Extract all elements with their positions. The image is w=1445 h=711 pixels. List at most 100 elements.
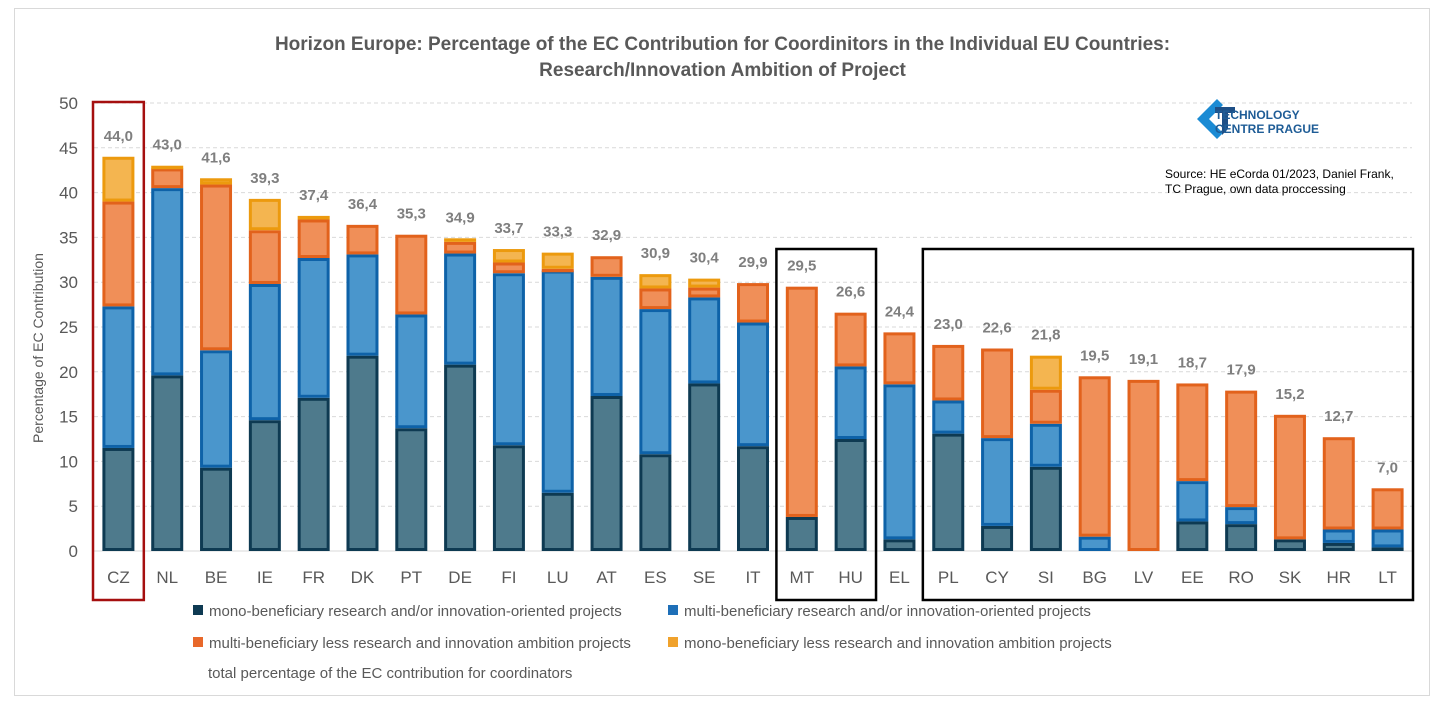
bar-segment-dk-s2 [346,254,379,356]
title-line-2: Research/Innovation Ambition of Project [539,60,906,81]
legend-swatch [668,637,678,647]
y-tick-label: 25 [59,318,78,337]
logo-line-1: TECHNOLOGY [1215,108,1300,122]
legend-swatch [193,637,203,647]
bar-segment-it-s2 [737,322,769,447]
bar-segment-cz-s1 [102,447,135,551]
x-tick-label: RO [1228,568,1254,587]
bar-segment-pt-s3 [395,234,428,315]
bar-segment-hr-s1 [1322,542,1355,551]
x-tick-label: EL [889,568,910,587]
bar-segment-nl-s3 [151,168,184,189]
bar-segment-es-s3 [639,288,672,310]
x-tick-label: FR [302,568,325,587]
bar-segment-sk-s1 [1273,539,1306,551]
x-tick-label: ES [644,568,667,587]
x-tick-label: SE [693,568,716,587]
bar-segment-si-s3 [1029,389,1062,424]
bar-segment-ie-s3 [248,230,281,284]
x-tick-label: PL [938,568,959,587]
bar-segment-mt-s3 [785,286,818,517]
bar-segment-de-s2 [444,253,477,365]
title-line-1: Horizon Europe: Percentage of the EC Con… [274,34,1171,55]
total-label: 21,8 [1031,327,1060,344]
total-label: 35,3 [397,206,426,223]
highlight-box-2 [775,247,878,602]
total-label: 41,6 [201,149,230,166]
bar-segment-ie-s2 [248,283,281,421]
bar-segment-el-s1 [883,539,916,551]
bar-segment-lu-s1 [541,492,574,552]
bar-segment-fr-s4 [297,215,330,220]
bar-segment-fr-s2 [297,258,330,398]
legend-item-multi-research: multi-beneficiary research and/or innova… [668,603,1091,620]
x-tick-label: IE [257,568,273,587]
total-label: 19,5 [1080,347,1109,364]
bar-segment-cz-s3 [102,201,135,307]
bar-segment-es-s4 [639,274,672,289]
bar-segment-cy-s1 [981,525,1014,551]
bar-segment-si-s2 [1029,423,1062,467]
x-tick-label: NL [156,568,178,587]
bar-segment-es-s1 [639,454,672,551]
logo-line-2: CENTRE PRAGUE [1215,122,1320,136]
total-label: 30,4 [690,250,720,267]
x-tick-label: CZ [107,568,130,587]
legend-item-mono-less: mono-beneficiary less research and innov… [668,635,1112,652]
legend-swatch [193,605,203,615]
y-tick-label: 50 [59,94,78,113]
bar-segment-be-s2 [200,350,233,468]
bar-segment-pt-s2 [395,314,428,429]
bar-segment-hu-s3 [834,312,867,367]
bar-segment-dk-s3 [346,224,379,255]
x-tick-label: PT [400,568,422,587]
x-tick-label: MT [790,568,815,587]
legend-swatch [668,605,678,615]
bar-segment-lv-s3 [1127,379,1160,552]
x-tick-label: FI [501,568,516,587]
total-label: 32,9 [592,227,621,244]
bar-segment-fi-s1 [492,445,525,551]
bar-segment-fr-s1 [297,397,330,551]
bar-segment-lt-s3 [1371,488,1404,530]
bar-segment-bg-s2 [1078,536,1111,552]
bar-segment-dk-s1 [346,355,379,551]
total-label: 15,2 [1275,386,1304,403]
bar-segment-hu-s1 [834,439,867,551]
bar-segment-hu-s2 [834,366,867,440]
total-label: 12,7 [1324,408,1353,425]
bar-segment-lt-s1 [1371,547,1404,552]
x-tick-label: BG [1082,568,1107,587]
total-label: 7,0 [1377,459,1398,476]
bar-segment-fi-s4 [492,249,525,263]
bar-segment-ie-s4 [248,198,281,231]
bar-segment-se-s4 [688,278,721,288]
chart-frame [14,8,1430,696]
bar-segment-de-s3 [444,241,477,254]
total-label: 37,4 [299,187,329,204]
bar-segment-pl-s3 [932,344,965,401]
x-tick-label: SI [1038,568,1054,587]
bar-segment-nl-s4 [151,165,184,170]
bar-segment-el-s2 [883,384,916,540]
bar-segment-fi-s2 [492,273,525,446]
bar-segment-se-s2 [688,297,721,384]
bar-segment-be-s4 [200,178,233,185]
chart-title: Horizon Europe: Percentage of the EC Con… [0,32,1445,84]
x-tick-label: EE [1181,568,1204,587]
x-tick-label: LU [547,568,569,587]
y-tick-label: 10 [59,452,78,471]
bar-segment-cy-s2 [981,438,1014,526]
bar-segment-ro-s3 [1225,390,1258,508]
bar-segment-ee-s3 [1176,383,1209,482]
y-tick-label: 35 [59,228,78,247]
y-tick-label: 20 [59,363,78,382]
bar-segment-si-s4 [1029,355,1062,390]
total-label: 30,9 [641,245,670,262]
bar-segment-lt-s2 [1371,529,1404,548]
total-label: 22,6 [982,320,1011,337]
total-label: 29,5 [787,258,816,275]
bar-segment-de-s1 [444,364,477,551]
legend-item-mono-research: mono-beneficiary research and/or innovat… [193,603,622,620]
bar-segment-ee-s1 [1176,521,1209,552]
